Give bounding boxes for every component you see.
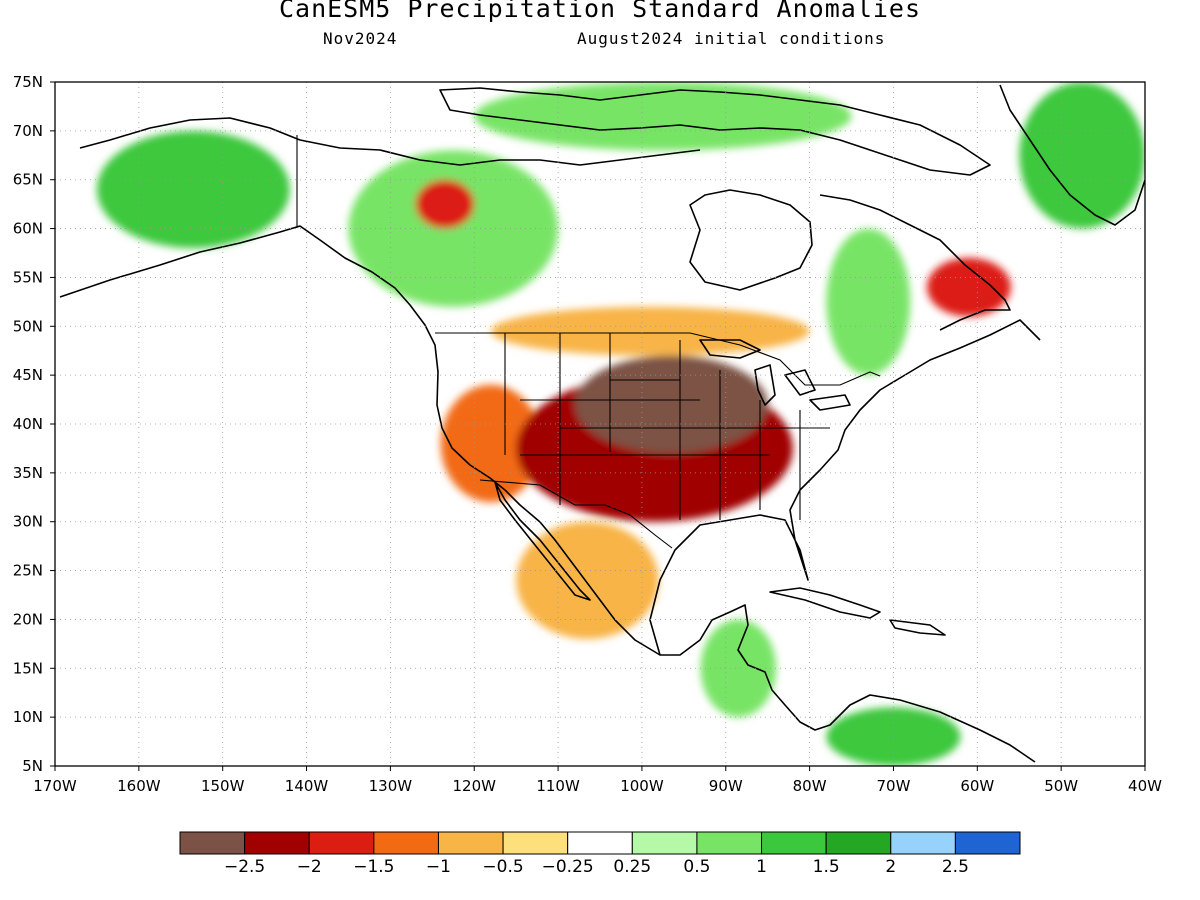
caribbean-islands xyxy=(769,587,946,636)
anomaly-region xyxy=(415,179,475,229)
us-canada-border xyxy=(435,332,881,386)
y-tick-label: 30N xyxy=(13,513,43,531)
colorbar-label: −1.5 xyxy=(353,857,394,877)
y-tick-label: 15N xyxy=(13,659,43,677)
us-state-lines xyxy=(504,333,830,520)
x-tick-label: 110W xyxy=(536,777,580,795)
x-tick-label: 160W xyxy=(117,777,161,795)
colorbar-swatch xyxy=(631,831,698,855)
x-tick-label: 170W xyxy=(33,777,77,795)
colorbar-swatch xyxy=(825,831,892,855)
colorbar-label: −2 xyxy=(297,857,322,877)
colorbar-label: −2.5 xyxy=(224,857,265,877)
x-tick-label: 120W xyxy=(452,777,496,795)
anomaly-region xyxy=(491,306,810,356)
y-tick-label: 5N xyxy=(22,757,43,775)
colorbar-swatch xyxy=(179,831,246,855)
colorbar-swatch xyxy=(567,831,633,855)
gulf-atlantic-coastline xyxy=(649,319,1041,656)
initial-conditions: August2024 initial conditions xyxy=(577,29,886,48)
anomaly-region xyxy=(826,707,961,766)
anomaly-region xyxy=(927,257,1011,317)
arctic-coastline xyxy=(79,117,701,166)
colorbar-swatch xyxy=(696,831,763,855)
colorbar-swatch xyxy=(373,831,439,855)
anomaly-region xyxy=(1019,82,1145,229)
y-tick-label: 45N xyxy=(13,366,43,384)
colorbar-label: 0.5 xyxy=(683,857,710,877)
x-tick-label: 80W xyxy=(793,777,827,795)
x-tick-label: 100W xyxy=(620,777,664,795)
colorbar-swatch xyxy=(761,831,827,855)
x-tick-label: 90W xyxy=(709,777,743,795)
anomaly-region xyxy=(348,150,559,307)
y-tick-label: 65N xyxy=(13,171,43,189)
x-tick-label: 130W xyxy=(369,777,413,795)
anomaly-region xyxy=(516,521,659,639)
colorbar-label: 1.5 xyxy=(813,857,840,877)
us-mexico-border xyxy=(479,479,673,549)
anomaly-region xyxy=(826,228,911,376)
colorbar-swatch xyxy=(244,831,310,855)
colorbar-label: 2.5 xyxy=(942,857,969,877)
x-tick-label: 140W xyxy=(285,777,329,795)
y-tick-label: 70N xyxy=(13,122,43,140)
labrador-coastline xyxy=(819,194,1011,331)
y-tick-label: 35N xyxy=(13,464,43,482)
anomaly-region xyxy=(574,355,768,454)
colorbar-swatch xyxy=(437,831,504,855)
colorbar-label: 1 xyxy=(756,857,767,877)
y-tick-label: 50N xyxy=(13,317,43,335)
colorbar-swatch xyxy=(890,831,956,855)
colorbar-swatch xyxy=(502,831,569,855)
axes: 170W 160W 150W 140W 130W 120W 110W 100W 90W 80W 70… xyxy=(13,73,1162,795)
baja-coastline xyxy=(494,481,591,601)
great-lakes xyxy=(699,339,851,411)
y-tick-label: 20N xyxy=(13,610,43,628)
map-title: CanESM5 Precipitation Standard Anomalies xyxy=(278,0,922,23)
arctic-islands xyxy=(439,87,991,176)
y-tick-label: 25N xyxy=(13,562,43,580)
colorbar: −2.5 −2 −1.5 −1 −0.5 −0.25 0.25 0.5 1 1.5 2 2.5 xyxy=(179,831,1021,877)
y-tick-label: 60N xyxy=(13,220,43,238)
colorbar-label: −0.25 xyxy=(542,857,594,877)
colorbar-label: −0.5 xyxy=(482,857,523,877)
forecast-month: Nov2024 xyxy=(323,29,398,48)
x-tick-label: 70W xyxy=(877,777,911,795)
colorbar-label: 0.25 xyxy=(613,857,651,877)
political-borders xyxy=(296,135,881,549)
anomaly-region xyxy=(700,619,777,718)
x-tick-label: 150W xyxy=(201,777,245,795)
x-tick-label: 40W xyxy=(1128,777,1162,795)
hudson-bay-coastline xyxy=(689,189,813,291)
y-tick-label: 55N xyxy=(13,268,43,286)
anomaly-region xyxy=(96,130,290,249)
colorbar-label: 2 xyxy=(885,857,896,877)
x-tick-label: 50W xyxy=(1044,777,1078,795)
colorbar-swatch xyxy=(308,831,375,855)
anomaly-region xyxy=(474,82,852,151)
colorbar-swatch xyxy=(954,831,1021,855)
gridlines xyxy=(55,82,1145,766)
colorbar-label: −1 xyxy=(426,857,451,877)
greenland-coastline xyxy=(999,84,1145,226)
y-tick-label: 40N xyxy=(13,415,43,433)
y-tick-label: 10N xyxy=(13,708,43,726)
y-tick-label: 75N xyxy=(13,73,43,91)
x-tick-label: 60W xyxy=(960,777,994,795)
